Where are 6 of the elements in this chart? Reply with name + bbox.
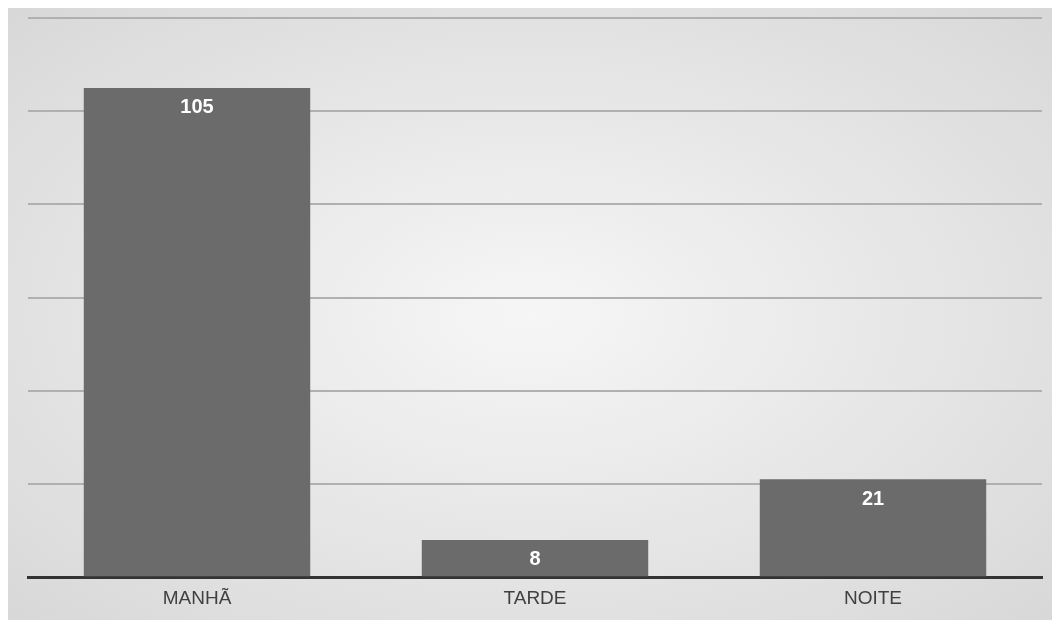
data-label: 21 xyxy=(861,486,885,509)
data-label: 8 xyxy=(529,547,541,570)
x-tick-label: MANHÃ xyxy=(162,586,232,608)
data-label: 105 xyxy=(180,95,214,118)
x-tick-label: NOITE xyxy=(843,586,903,608)
x-tick-label: TARDE xyxy=(503,586,567,608)
